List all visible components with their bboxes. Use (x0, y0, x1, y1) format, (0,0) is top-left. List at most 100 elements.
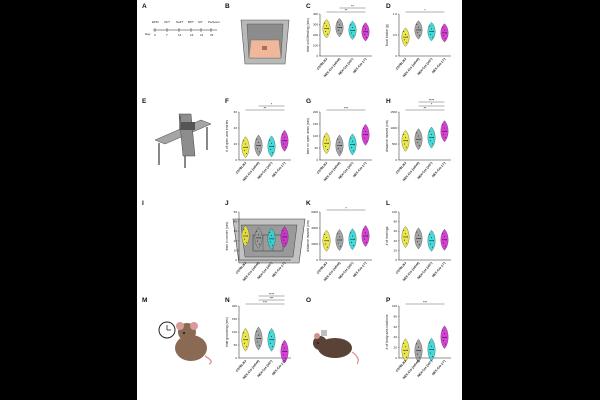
y-tick-label: 100 (392, 304, 397, 308)
data-point (256, 231, 258, 233)
x-group-label: C57BL/6J (235, 359, 248, 373)
data-point (337, 21, 339, 23)
data-point (339, 236, 340, 238)
y-tick-label: 40 (234, 220, 238, 224)
data-point (442, 233, 444, 235)
y-tick-label: 60 (234, 110, 238, 114)
data-point (325, 145, 327, 147)
timeline-day-value: 0 (154, 33, 156, 37)
data-point (284, 137, 285, 139)
data-point (243, 140, 245, 142)
data-point (444, 29, 445, 31)
data-point (416, 231, 418, 233)
data-point (443, 35, 445, 37)
timeline-day-value: 7 (166, 33, 168, 37)
data-point (340, 145, 342, 147)
timeline-day-value: 16 (190, 33, 194, 37)
panel-label-p: P (386, 297, 391, 304)
y-tick-label: 0 (395, 54, 397, 58)
y-tick-label: 0 (235, 258, 237, 262)
y-axis-label: time until feeding (sec) (306, 18, 310, 52)
data-point (418, 357, 420, 359)
data-point (418, 35, 420, 37)
y-tick-label: 0 (395, 258, 397, 262)
y-tick-label: 2000 (311, 242, 318, 246)
data-point (445, 32, 447, 34)
data-point (430, 352, 432, 354)
data-point (270, 342, 272, 344)
data-point (404, 39, 406, 41)
timeline-event-label: BPT (188, 20, 194, 24)
data-point (259, 145, 261, 147)
significance-label: **** (429, 99, 435, 103)
data-point (418, 145, 420, 147)
box-arena-illustration (240, 19, 290, 65)
data-point (258, 243, 260, 245)
data-point (363, 25, 365, 27)
data-point (258, 234, 259, 236)
panel-label-g: G (306, 98, 312, 105)
y-tick-label: 80 (394, 220, 398, 224)
data-point (431, 356, 433, 358)
data-point (245, 241, 247, 243)
data-point (417, 241, 419, 243)
data-point (417, 32, 419, 34)
figure-panel: A B C D E F G H I J K L M N O P EPM 0 OFT 7… (137, 0, 462, 400)
data-point (403, 230, 405, 232)
data-point (365, 140, 367, 142)
significance-label: ** (264, 107, 267, 111)
data-point (272, 145, 274, 147)
data-point (338, 148, 340, 150)
y-tick-label: 1000 (390, 126, 397, 130)
data-point (243, 332, 245, 334)
data-point (419, 138, 421, 140)
data-point (442, 329, 444, 331)
data-point (418, 244, 420, 246)
data-point (365, 131, 366, 133)
data-point (325, 243, 327, 245)
data-point (245, 143, 246, 145)
data-point (445, 239, 447, 241)
data-point (257, 240, 259, 242)
data-point (324, 136, 326, 138)
data-point (324, 22, 326, 24)
data-point (416, 343, 418, 345)
y-tick-label: 1.0 (393, 12, 398, 16)
data-point (366, 31, 368, 33)
data-point (444, 236, 445, 238)
y-tick-label: 6000 (311, 210, 318, 214)
data-point (404, 143, 406, 145)
data-point (271, 335, 272, 337)
data-point (270, 149, 272, 151)
timeline-event-label: Perfusion (208, 20, 220, 24)
y-tick-label: 40 (234, 126, 238, 130)
data-point (257, 341, 259, 343)
data-point (432, 31, 434, 33)
x-group-label: NEX-Cre (-/-) (352, 261, 367, 278)
data-point (245, 335, 246, 337)
data-point (282, 230, 284, 232)
x-group-label: C57BL/6J (395, 359, 408, 373)
data-point (324, 233, 326, 235)
data-point (282, 133, 284, 135)
data-point (416, 23, 418, 25)
data-point (350, 24, 352, 26)
x-group-label: NEX-Cre (-/-) (431, 261, 446, 278)
panel-label-d: D (386, 3, 391, 10)
data-point (442, 124, 444, 126)
y-tick-label: 100 (232, 330, 237, 334)
data-point (258, 141, 259, 143)
data-point (443, 340, 445, 342)
y-tick-label: 1500 (390, 110, 397, 114)
data-point (353, 238, 355, 240)
data-point (271, 244, 273, 246)
data-point (285, 351, 287, 352)
significance-label: * (424, 9, 426, 13)
data-point (430, 33, 432, 35)
data-point (429, 342, 431, 344)
data-point (283, 239, 285, 241)
data-point (339, 245, 341, 247)
y-tick-label: 0 (235, 158, 237, 162)
